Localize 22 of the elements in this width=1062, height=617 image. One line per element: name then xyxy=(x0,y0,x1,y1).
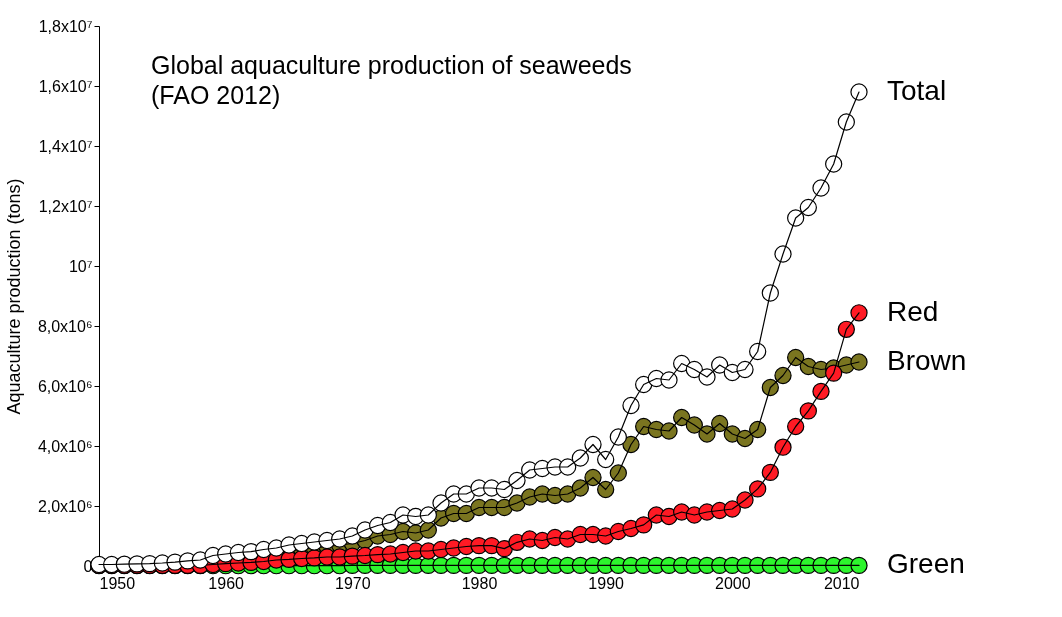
x-tick-label: 1950 xyxy=(99,574,136,592)
y-axis-title: Aquaculture production (tons) xyxy=(3,178,24,415)
x-tick-label: 1980 xyxy=(461,574,498,592)
y-tick-label: 1,2x10⁷ xyxy=(38,197,93,215)
series-label: Total xyxy=(887,75,947,106)
x-tick-label: 1990 xyxy=(588,574,625,592)
y-tick-label: 2,0x10⁶ xyxy=(37,497,93,515)
x-tick-label: 1960 xyxy=(208,574,245,592)
y-tick-label: 1,4x10⁷ xyxy=(38,137,93,155)
y-tick-label: 8,0x10⁶ xyxy=(37,317,93,335)
y-tick-label: 4,0x10⁶ xyxy=(37,437,93,455)
x-tick-label: 2000 xyxy=(715,574,751,592)
y-tick-label: 10⁷ xyxy=(68,257,93,275)
series-label: Brown xyxy=(887,345,967,376)
y-tick-label: 1,8x10⁷ xyxy=(38,17,93,35)
x-tick-label: 2010 xyxy=(823,574,860,592)
x-tick-label: 1970 xyxy=(335,574,371,592)
y-tick-label: 6,0x10⁶ xyxy=(37,377,93,395)
text: Global aquaculture production of seaweeds (FAO 2012) xyxy=(151,51,632,109)
series-label: Red xyxy=(887,295,939,327)
series-label: Green xyxy=(887,548,965,580)
y-tick-label: 1,6x10⁷ xyxy=(38,77,93,95)
